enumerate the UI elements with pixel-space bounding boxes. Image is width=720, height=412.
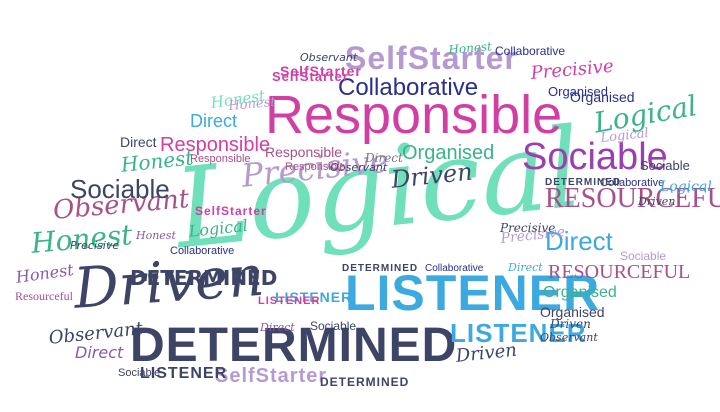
word-organised-45: Organised [540,304,605,320]
word-listener-30: LISTENER [140,365,228,382]
word-resourceful-46: Resourceful [15,289,73,303]
word-direct-56: Direct [508,261,543,274]
word-determined-44: DETERMINED [320,375,410,389]
word-sociable-11: Sociable [70,174,170,204]
word-direct-67: Direct [260,321,295,334]
word-selfstarter-43: SelfStarter [195,204,267,218]
word-listener-20: LISTENER [450,318,587,348]
word-honest-51: Honest [227,94,277,114]
word-selfstarter-5: SelfStarter [345,40,518,76]
word-organised-27: Organised [570,89,635,105]
word-responsible-1: Responsible [265,85,563,145]
word-honest-34: Honest [14,259,75,287]
word-collaborative-6: Collaborative [338,74,479,101]
word-observant-61: Observant [330,161,388,174]
word-organised-22: Organised [543,284,617,301]
word-selfstarter-23: SelfStarter [215,365,328,387]
word-determined-54: DETERMINED [545,177,622,188]
word-responsible-60: Responsible [190,153,251,165]
word-responsible-14: Responsible [160,134,271,156]
word-precisive-26: Precisive [529,55,615,84]
word-selfstarter-63: SelfStarter [272,69,349,84]
word-collaborative-58: Collaborative [425,263,484,274]
word-collaborative-24: Collaborative [495,44,566,58]
word-sociable-7: Sociable [522,136,668,178]
word-direct-40: Direct [120,134,157,150]
word-honest-62: Honest [136,229,176,242]
word-resourceful-21: RESOURCEFUL [548,261,691,283]
word-sociable-41: Sociable [310,319,357,333]
word-observant-39: Observant [300,51,358,64]
word-resourceful-12: RESOURCEFUL [545,183,720,214]
word-sociable-57: Sociable [118,367,161,379]
word-logical-49: Logical [660,179,712,195]
word-responsible-72: Responsible [285,161,346,173]
word-sociable-52: Sociable [620,249,667,263]
word-collaborative-29: Collaborative [600,177,665,189]
word-observant-70: Observant [540,331,598,344]
word-driven-71: Driven [638,195,676,208]
word-driven-55: Driven [550,317,591,331]
word-determined-19: DETERMINED [130,266,278,290]
word-organised-66: Organised [548,84,608,99]
word-precisive-69: Precisive [500,221,556,235]
word-listener-2: LISTENER [345,265,601,321]
word-direct-13: Direct [545,226,613,256]
word-listener-65: LISTENER [258,295,321,307]
word-responsible-47: Responsible [265,144,343,160]
word-collaborative-50: Collaborative [170,245,235,257]
word-precisive-37: Precisive [70,239,120,252]
word-honest-68: Honest [447,39,493,57]
word-direct-18: Direct [190,111,238,131]
word-direct-48: Direct [365,151,403,165]
word-selfstarter-25: SelfStarter [280,63,362,79]
word-direct-33: Direct [75,343,124,362]
word-determined-3: DETERMINED [130,319,458,372]
word-determined-64: DETERMINED [342,263,419,274]
word-organised-15: Organised [402,142,495,164]
word-listener-42: LISTENER [275,289,353,305]
word-sociable-36: Sociable [640,158,690,173]
word-driven-38: Driven [454,339,518,367]
